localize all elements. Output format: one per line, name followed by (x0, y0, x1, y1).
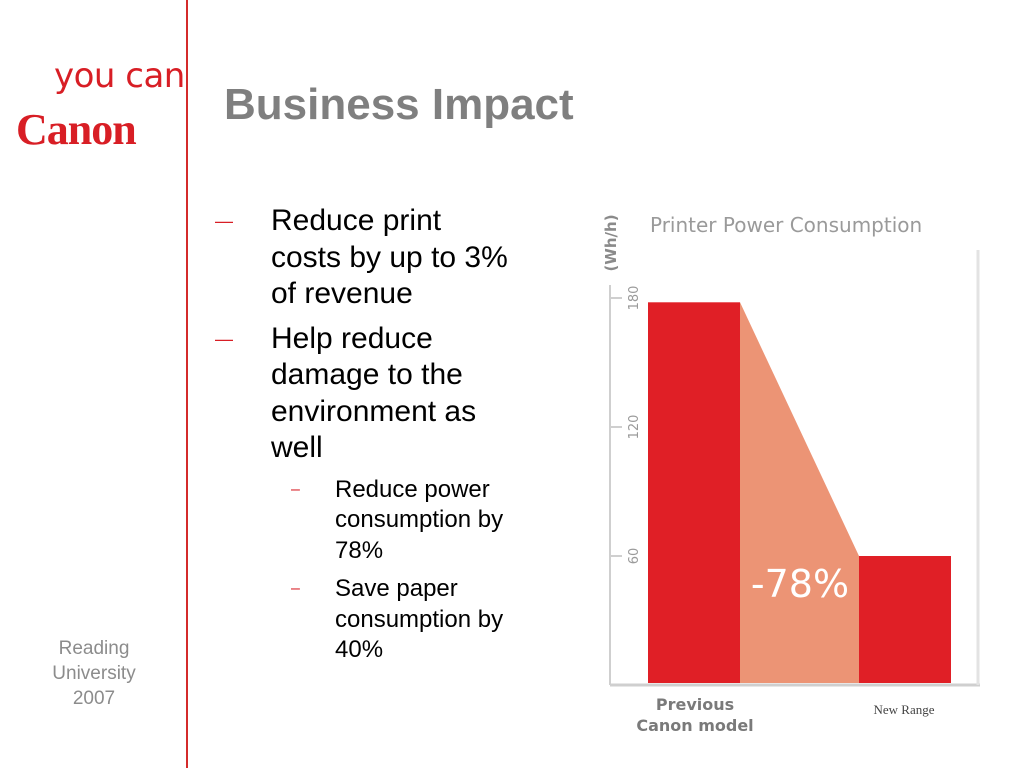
footer-line-3: 2007 (72, 688, 116, 709)
bar-new-range (859, 556, 951, 683)
logo-tagline: you can (54, 56, 185, 96)
reduction-band (740, 302, 859, 683)
bullet-item: — Reduce print costs by up to 3% of reve… (215, 203, 555, 313)
bullet-list: — Reduce print costs by up to 3% of reve… (215, 203, 555, 674)
sub-bullet-item: – Reduce power consumption by 78% (215, 475, 555, 567)
y-tick-label: 60 (627, 548, 642, 565)
y-tick-label: 120 (627, 415, 642, 440)
y-tick-label: 180 (627, 286, 642, 311)
sub-bullet-text: Save paper consumption by 40% (335, 575, 504, 663)
chart-title: Printer Power Consumption (650, 213, 922, 237)
y-axis-label: (Wh/h) (602, 214, 620, 271)
bullet-item: — Help reduce damage to the environment … (215, 321, 555, 467)
bar-previous-model (648, 302, 740, 683)
side-footer: Reading University 2007 (20, 636, 168, 711)
sub-bullet-text: Reduce power consumption by 78% (335, 475, 504, 564)
power-consumption-chart: 60 120 180 (Wh/h) Printer Power Consumption -… (602, 213, 980, 735)
footer-line-1: Reading (58, 638, 130, 659)
bullet-dash-icon: — (215, 328, 233, 349)
x-tick-label: New Range (873, 702, 934, 717)
reduction-annotation: -78% (751, 562, 849, 606)
sub-bullet-item: – Save paper consumption by 40% (215, 574, 555, 666)
x-tick-label: Previous Canon model (636, 695, 753, 735)
divider-line (186, 0, 188, 768)
sub-bullet-dash-icon: – (291, 580, 300, 597)
bullet-dash-icon: — (215, 211, 233, 231)
sub-bullet-dash-icon: – (291, 480, 300, 498)
bullet-text: Help reduce damage to the environment as… (271, 321, 477, 465)
slide-title: Business Impact (224, 80, 574, 129)
canon-logo: Canon (16, 105, 137, 154)
footer-line-2: University (52, 663, 136, 684)
bullet-text: Reduce print costs by up to 3% of revenu… (271, 204, 508, 310)
